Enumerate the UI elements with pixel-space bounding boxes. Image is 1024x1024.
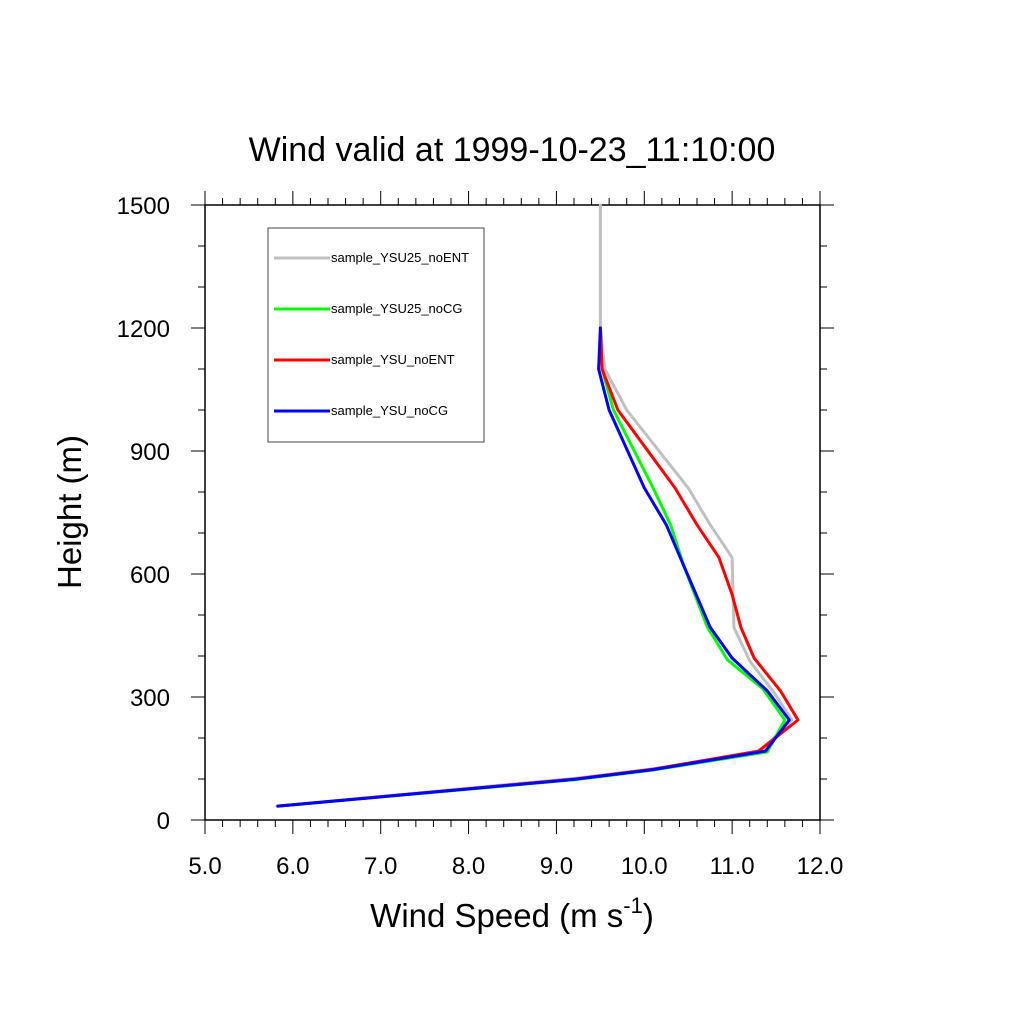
series-line-sample-ysu-nocg [276, 326, 791, 808]
x-axis-label: Wind Speed (m s-1) [370, 893, 654, 934]
x-tick-label: 12.0 [797, 853, 844, 880]
legend: sample_YSU25_noENT sample_YSU25_noCGsampl… [267, 227, 485, 443]
x-tick-label: 5.0 [188, 853, 221, 880]
legend-label: sample_YSU_noCG [331, 403, 448, 418]
x-tick-label: 7.0 [364, 853, 397, 880]
y-tick-label: 1500 [117, 193, 170, 220]
x-tick-label: 11.0 [710, 853, 755, 880]
y-tick-label: 0 [157, 808, 170, 835]
x-axis-ticks [204, 191, 821, 834]
x-axis-label-suffix: ) [643, 897, 654, 934]
y-tick-label: 300 [130, 685, 170, 712]
y-axis-label: Height (m) [51, 435, 88, 589]
x-tick-label: 6.0 [276, 853, 309, 880]
x-tick-label: 9.0 [540, 853, 573, 880]
x-axis-label-superscript: -1 [623, 893, 643, 918]
x-tick-label: 10.0 [621, 853, 668, 880]
legend-box [267, 227, 485, 443]
y-axis-tick-labels: 0 300 600 900 1200 1500 [117, 193, 170, 835]
y-axis-ticks [191, 204, 834, 821]
y-tick-label: 1200 [117, 316, 170, 343]
x-tick-label: 8.0 [452, 853, 485, 880]
series-lines [275, 203, 800, 808]
plot-frame [204, 204, 821, 821]
y-tick-label: 600 [130, 562, 170, 589]
legend-label: sample_YSU25_noCG [331, 301, 463, 316]
chart-title: Wind valid at 1999-10-23_11:10:00 [249, 131, 776, 169]
x-axis-tick-labels: 5.0 6.0 7.0 8.0 9.0 10.0 11.0 12.0 [188, 853, 843, 880]
legend-entries: sample_YSU25_noENT sample_YSU25_noCGsampl… [274, 250, 469, 418]
legend-label: sample_YSU_noENT [331, 352, 455, 367]
y-tick-label: 900 [130, 439, 170, 466]
legend-label: sample_YSU25_noENT [331, 250, 469, 265]
